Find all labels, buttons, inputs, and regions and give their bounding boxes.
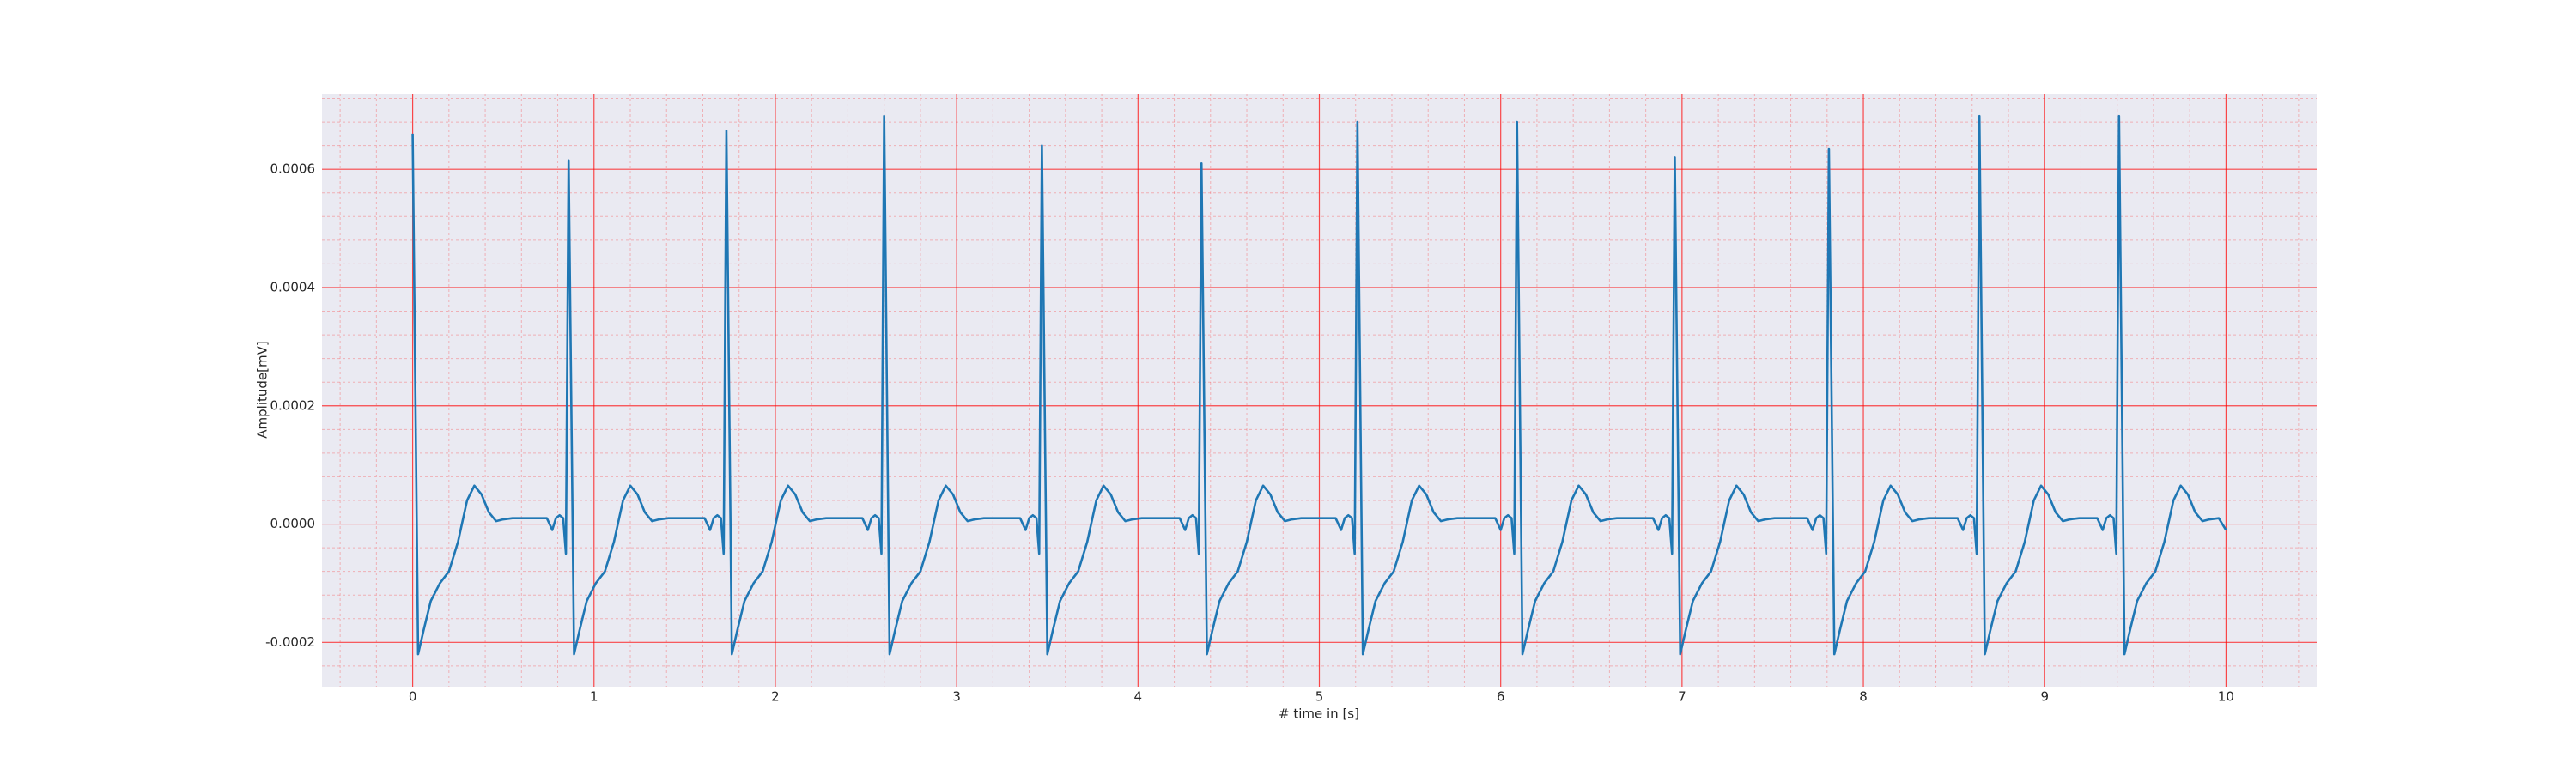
y-tick-label: -0.0002: [265, 634, 315, 650]
x-axis-label: # time in [s]: [1279, 706, 1359, 722]
lines: [411, 114, 2227, 656]
y-tick-label: 0.0002: [270, 397, 316, 413]
y-axis-label: Amplitude[mV]: [255, 341, 270, 438]
x-tick-label: 3: [952, 689, 961, 705]
x-tick-label: 9: [2040, 689, 2049, 705]
x-tick-label: 0: [409, 689, 417, 705]
y-tick-label: 0.0006: [270, 161, 316, 177]
y-tick-label: 0.0004: [270, 279, 316, 294]
x-tick-label: 1: [590, 689, 598, 705]
x-tick-label: 6: [1497, 689, 1505, 705]
x-tick-label: 4: [1134, 689, 1143, 705]
x-tick-label: 8: [1859, 689, 1868, 705]
x-tick-label: 2: [771, 689, 780, 705]
x-tick-label: 7: [1678, 689, 1686, 705]
y-tick-label: 0.0000: [270, 516, 316, 531]
labels: 0 1 2 3 4 5 6 7 8 9 10 -0.0002 0.0000 0.0002 0.0004 0.0…: [265, 161, 2234, 705]
x-tick-label: 10: [2218, 689, 2234, 705]
signal-line: [411, 114, 2227, 656]
x-tick-label: 5: [1315, 689, 1324, 705]
